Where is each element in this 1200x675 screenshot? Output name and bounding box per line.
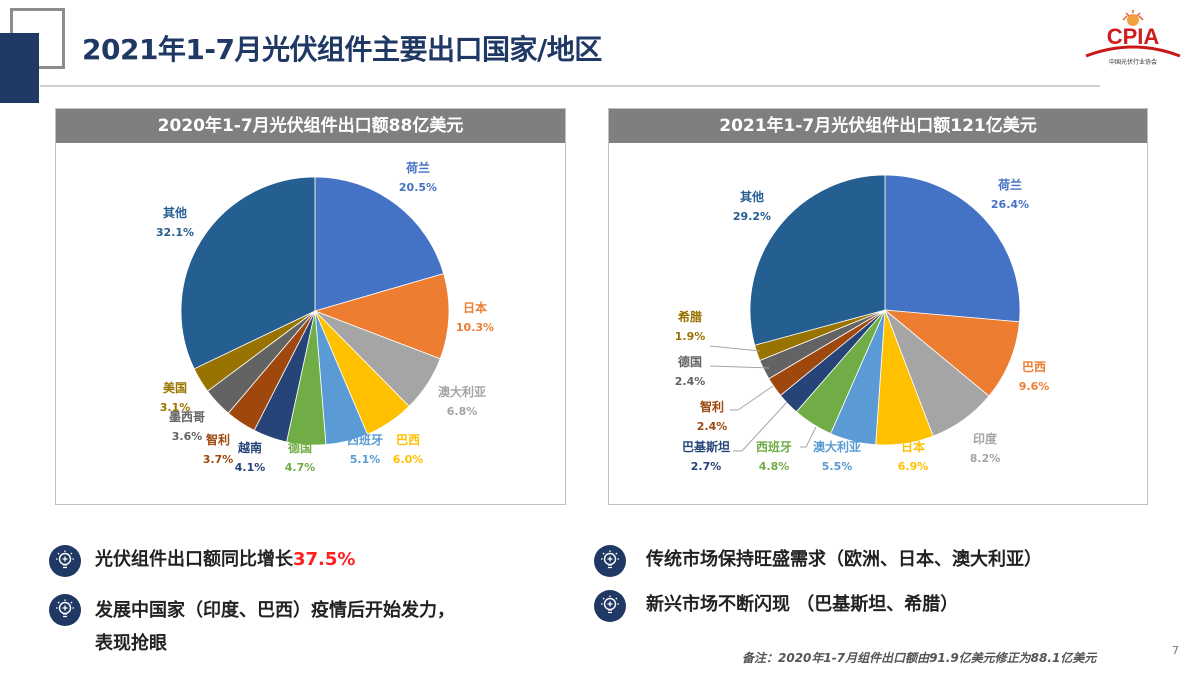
slice-label-category: 智利 [699, 399, 724, 414]
bullet-text: 新兴市场不断闪现 （巴基斯坦、希腊） [646, 594, 959, 615]
pie-slice-荷兰 [314, 176, 445, 312]
slice-label-category: 印度 [973, 431, 998, 446]
slice-label-percent: 20.5% [399, 181, 437, 194]
growth-rate-highlight: 37.5% [293, 549, 356, 570]
pie-slice-日本 [313, 273, 450, 360]
slice-label-category: 越南 [237, 440, 262, 455]
decorative-blue-block [0, 33, 39, 103]
logo-text: CPIA [1107, 24, 1160, 49]
slice-label-category: 德国 [678, 354, 702, 369]
slice-label-percent: 10.3% [456, 321, 494, 334]
slice-label-category: 墨西哥 [169, 410, 205, 424]
slice-label-category: 日本 [901, 439, 925, 454]
slice-label-category: 西班牙 [347, 432, 383, 447]
bullet-traditional-markets: 传统市场保持旺盛需求（欧洲、日本、澳大利亚） [594, 545, 1042, 577]
slice-label-category: 巴西 [1022, 360, 1046, 374]
slice-label-percent: 1.9% [675, 330, 706, 343]
slice-label-percent: 32.1% [156, 226, 194, 239]
bullet-export-growth: 光伏组件出口额同比增长37.5% [49, 545, 355, 577]
slice-label-category: 希腊 [677, 309, 702, 324]
slice-label-percent: 8.2% [970, 452, 1001, 465]
slice-label-percent: 4.1% [235, 461, 266, 474]
slice-label-category: 澳大利亚 [813, 439, 861, 454]
leader-line [709, 365, 770, 369]
slice-label-percent: 6.8% [447, 405, 478, 418]
slice-label-category: 日本 [463, 300, 487, 315]
slice-label-category: 巴基斯坦 [682, 439, 730, 454]
lightbulb-icon [49, 545, 81, 577]
slice-label-category: 巴西 [396, 433, 420, 447]
slice-label-percent: 2.4% [697, 420, 728, 433]
sun-icon [1122, 10, 1144, 26]
slice-label-percent: 5.5% [822, 460, 853, 473]
slice-label-category: 荷兰 [405, 160, 430, 175]
footnote: 备注：2020年1-7月组件出口额由91.9亿美元修正为88.1亿美元 [742, 651, 1097, 665]
chart-title-2021: 2021年1-7月光伏组件出口额121亿美元 [609, 109, 1147, 143]
bullet-text: 传统市场保持旺盛需求（欧洲、日本、澳大利亚） [646, 549, 1042, 570]
slice-label-percent: 29.2% [733, 210, 771, 223]
bullet-text-line1: 发展中国家（印度、巴西）疫情后开始发力， [95, 600, 455, 621]
slice-label-percent: 4.7% [285, 461, 316, 474]
pie-slice-其他 [749, 174, 886, 346]
pie-slice-其他 [180, 176, 316, 370]
bullet-text-line2: 表现抢眼 [95, 633, 167, 654]
bullet-emerging-markets: 新兴市场不断闪现 （巴基斯坦、希腊） [594, 590, 958, 622]
lightbulb-icon [594, 590, 626, 622]
chart-title-2020: 2020年1-7月光伏组件出口额88亿美元 [56, 109, 565, 143]
pie-slice-荷兰 [884, 174, 1021, 323]
bullet-text: 光伏组件出口额同比增长 [95, 549, 293, 570]
pie-slice-巴西 [883, 309, 1020, 397]
chart-panel-2020: 2020年1-7月光伏组件出口额88亿美元 [55, 108, 566, 505]
slice-label-percent: 2.4% [675, 375, 706, 388]
leader-line [730, 385, 774, 411]
logo-subtitle: 中国光伏行业协会 [1109, 58, 1157, 66]
chart-panel-2021: 2021年1-7月光伏组件出口额121亿美元 [608, 108, 1148, 505]
slice-label-category: 其他 [163, 205, 187, 220]
slice-label-category: 德国 [288, 440, 312, 455]
bullet-developing-countries: 发展中国家（印度、巴西）疫情后开始发力， 表现抢眼 [49, 594, 455, 660]
slice-label-percent: 2.7% [691, 460, 722, 473]
leader-line [800, 426, 817, 448]
lightbulb-icon [594, 545, 626, 577]
leader-line [709, 345, 761, 352]
slice-label-percent: 26.4% [991, 198, 1029, 211]
slice-label-percent: 4.8% [759, 460, 790, 473]
slice-label-percent: 5.1% [350, 453, 381, 466]
slice-label-percent: 6.0% [393, 453, 424, 466]
slice-label-category: 澳大利亚 [438, 384, 486, 399]
slice-label-category: 西班牙 [756, 439, 792, 454]
leader-line [733, 401, 788, 452]
slice-label-percent: 9.6% [1019, 380, 1050, 393]
slice-label-category: 荷兰 [997, 177, 1022, 192]
lightbulb-icon [49, 594, 81, 626]
slice-label-category: 美国 [163, 380, 187, 395]
page-number: 7 [1172, 644, 1179, 657]
slice-label-percent: 6.9% [898, 460, 929, 473]
slice-label-percent: 3.7% [203, 453, 234, 466]
title-divider [40, 85, 1100, 87]
slice-label-percent: 3.1% [160, 401, 191, 414]
cpia-logo: CPIA 中国光伏行业协会 [1085, 10, 1181, 66]
page-title: 2021年1-7月光伏组件主要出口国家/地区 [82, 33, 602, 66]
slice-label-category: 其他 [740, 189, 764, 204]
slice-label-category: 智利 [205, 432, 230, 447]
slice-label-percent: 3.6% [172, 430, 203, 443]
